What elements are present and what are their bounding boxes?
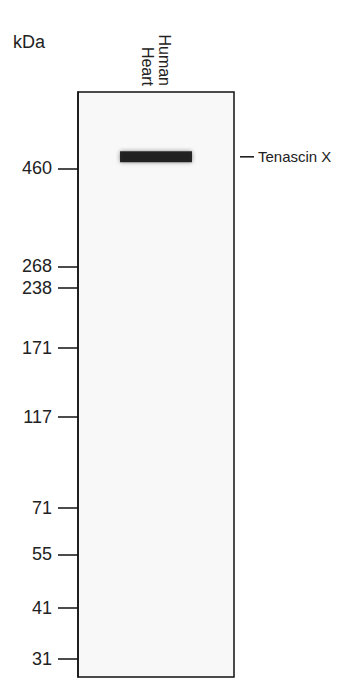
svg-text:Heart: Heart — [139, 47, 156, 87]
svg-text:71: 71 — [32, 498, 52, 518]
svg-text:238: 238 — [22, 278, 52, 298]
svg-text:55: 55 — [32, 544, 52, 564]
svg-text:Human: Human — [156, 34, 173, 86]
svg-text:117: 117 — [23, 407, 52, 427]
svg-text:41: 41 — [32, 598, 52, 618]
svg-text:268: 268 — [22, 256, 52, 276]
svg-text:Tenascin X: Tenascin X — [258, 148, 331, 165]
svg-text:kDa: kDa — [13, 32, 46, 52]
svg-text:171: 171 — [22, 338, 52, 358]
svg-text:460: 460 — [22, 158, 52, 178]
svg-text:31: 31 — [32, 649, 52, 669]
